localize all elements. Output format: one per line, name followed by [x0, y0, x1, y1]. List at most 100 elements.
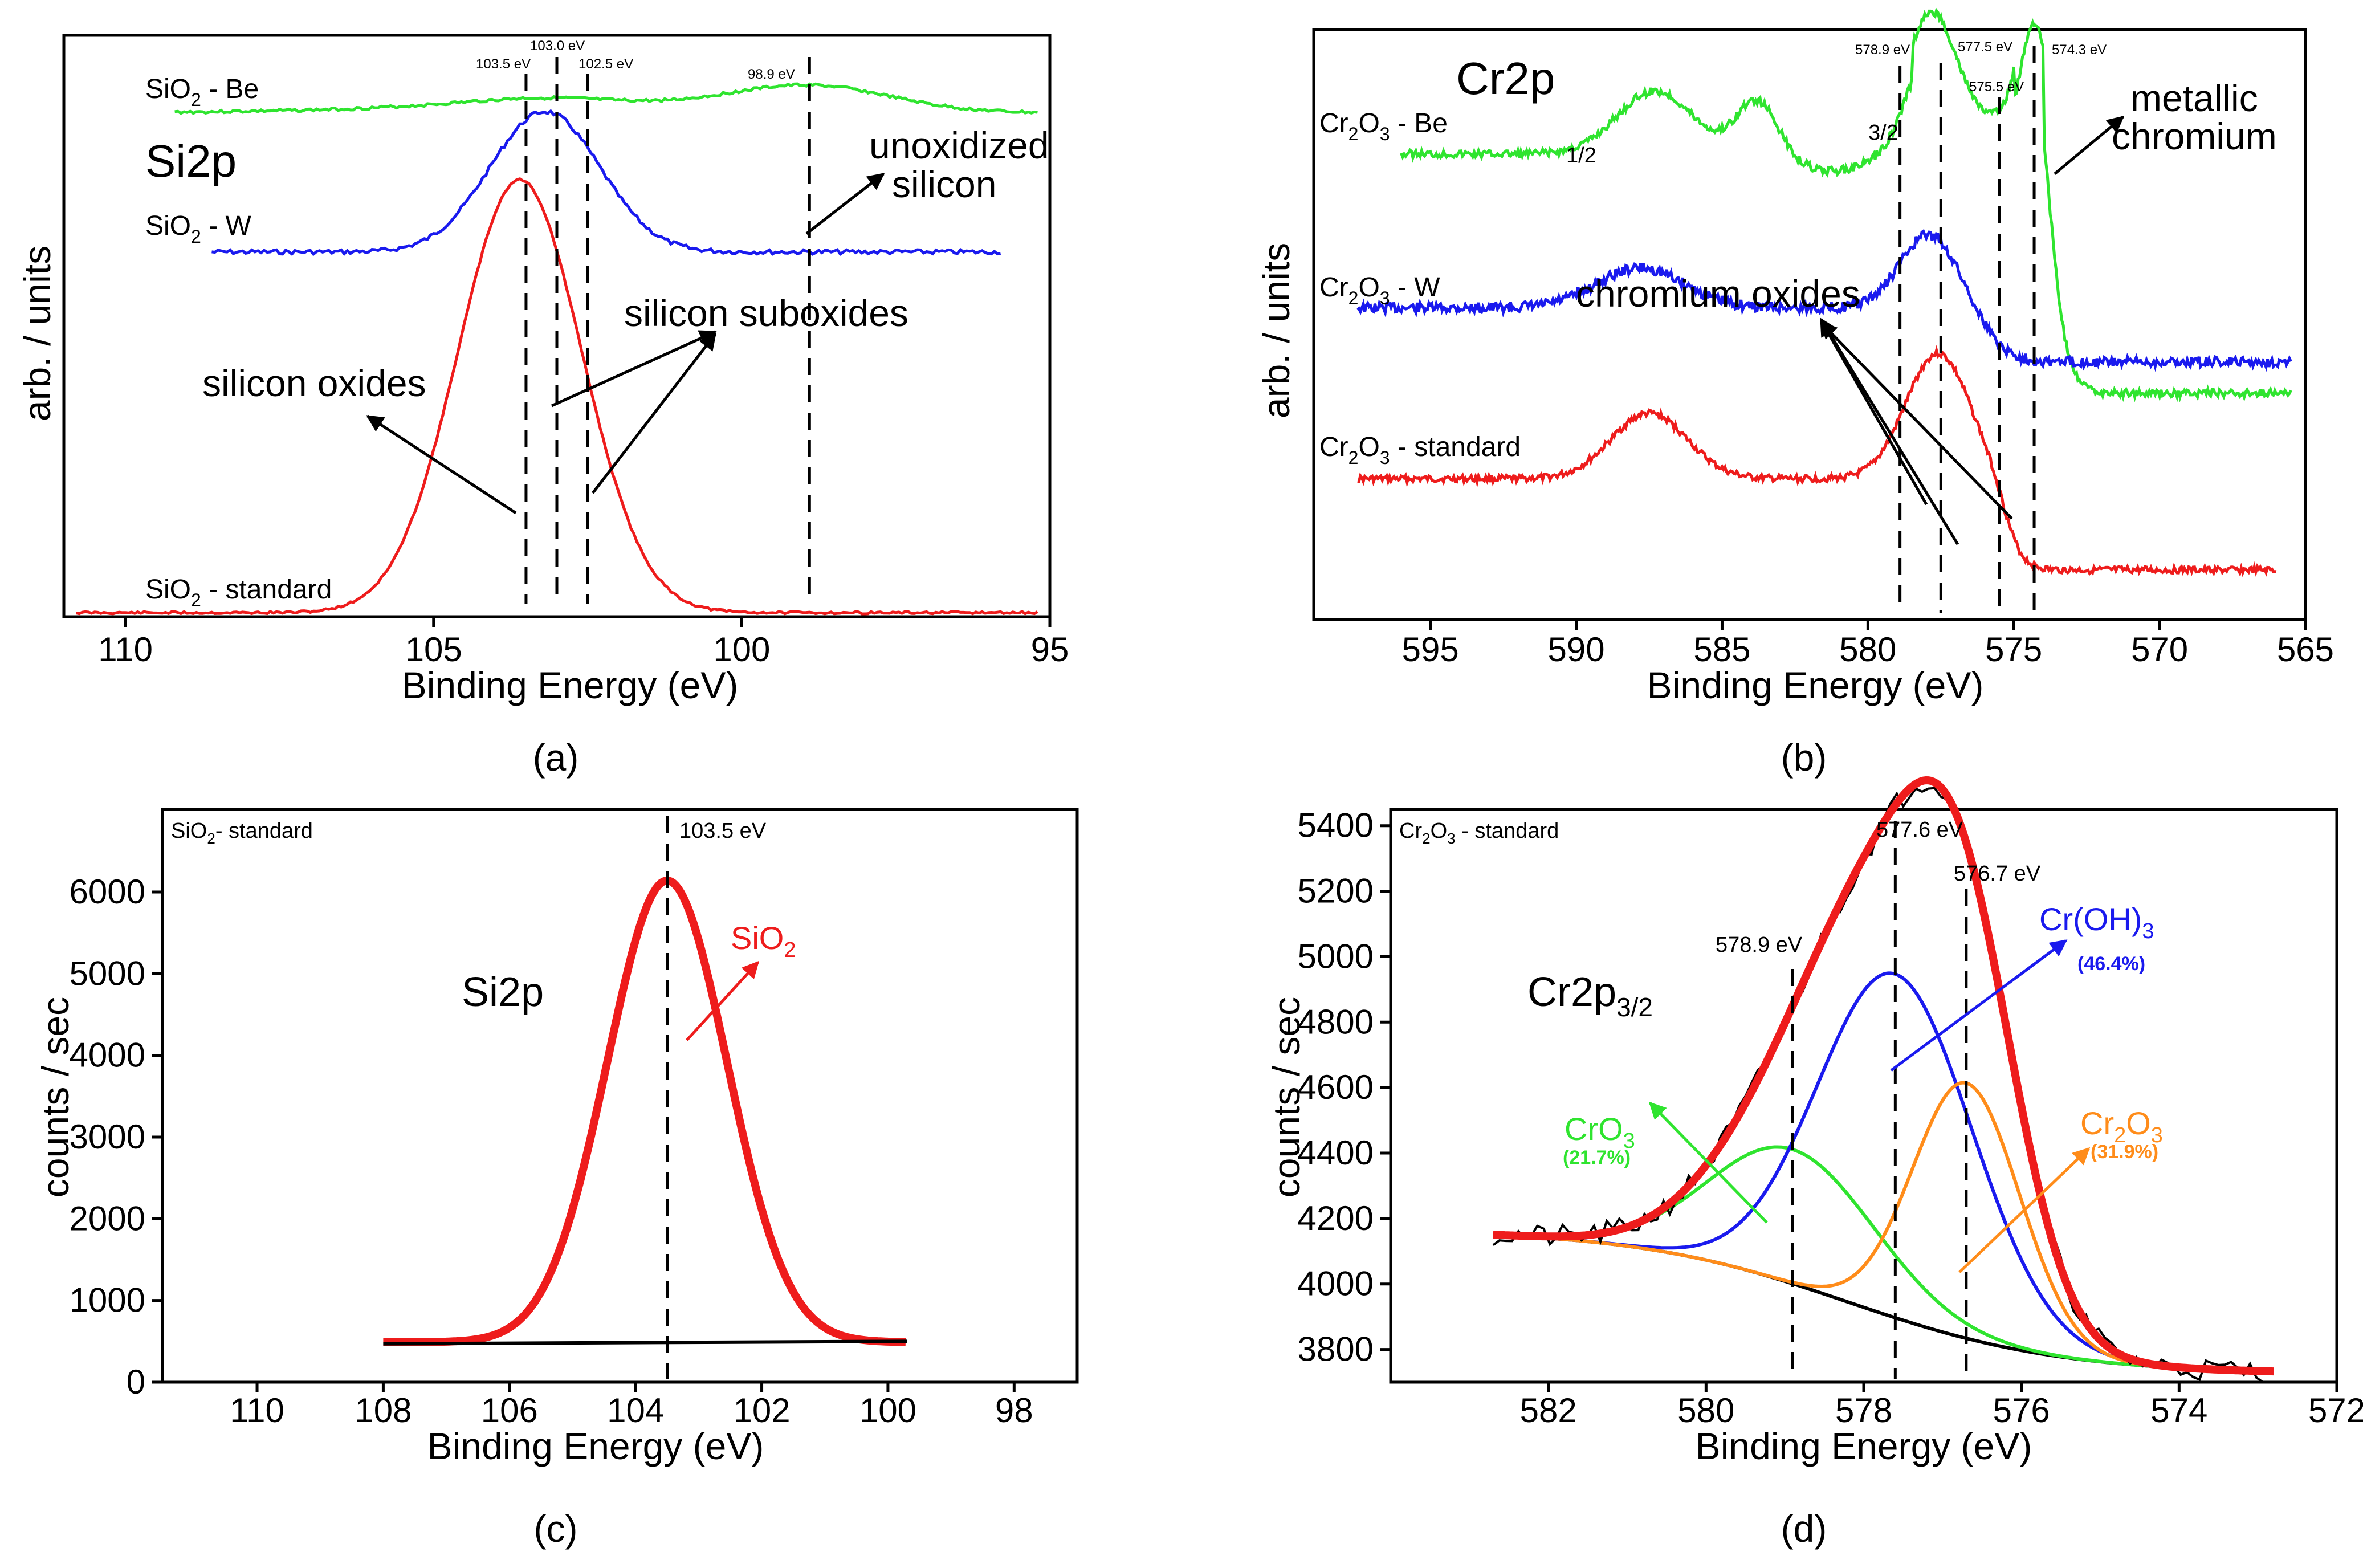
series-cr2o3-be	[1400, 7, 2292, 403]
series-sio2-be	[174, 82, 1038, 115]
panel-d-axes: 582 580 578 576 574 572 3800 4000 4200 4400 4600 48…	[1298, 807, 2363, 1429]
panel-c-peak-label: 103.5 eV	[679, 819, 767, 843]
x-tick-label: 106	[481, 1391, 538, 1429]
panel-c-curves	[383, 816, 907, 1379]
arrow-unoxidized	[805, 173, 885, 235]
arrow-suboxides-1	[551, 330, 717, 408]
series-label-sio2-be: SiO2 - Be	[145, 74, 259, 110]
annotation-silicon-suboxides: silicon suboxides	[624, 292, 908, 334]
x-tick-label: 595	[1402, 630, 1459, 669]
x-tick-label: 110	[98, 630, 153, 669]
series-label-sio2-w: SiO2 - W	[145, 211, 251, 247]
x-tick-label: 110	[230, 1391, 284, 1429]
panel-b-x-ticks: 595 590 585 580 575 570 565	[1402, 620, 2334, 669]
x-tick-label: 590	[1548, 630, 1605, 669]
y-tick-label: 4000	[1298, 1265, 1374, 1303]
component-label-cr2o3: Cr2O3	[2080, 1105, 2163, 1147]
annotation-unoxidized: unoxidized	[869, 124, 1049, 166]
y-tick-label: 5200	[1298, 872, 1374, 910]
annotation-silicon: silicon	[892, 163, 996, 205]
panel-d-x-label: Binding Energy (eV)	[1696, 1425, 2032, 1467]
y-tick-label: 1000	[70, 1281, 145, 1319]
peak-label-577-5: 577.5 eV	[1958, 39, 2012, 55]
panel-a-frame	[62, 34, 1052, 618]
x-tick-label: 565	[2277, 630, 2334, 669]
x-tick-label: 570	[2131, 630, 2188, 669]
peak-label-578-9-d: 578.9 eV	[1716, 933, 1803, 957]
series-label-cr2o3-be: Cr2O3 - Be	[1319, 108, 1448, 144]
annotation-silicon-oxides: silicon oxides	[202, 362, 426, 404]
panel-a-x-ticks: 110 105 100 95	[98, 617, 1069, 669]
peak-label-576-7-d: 576.7 eV	[1954, 862, 2041, 886]
peak-label-578-9: 578.9 eV	[1855, 42, 1910, 58]
x-tick-label: 102	[733, 1391, 790, 1429]
annotation-half: 1/2	[1566, 144, 1596, 168]
x-tick-label: 100	[713, 630, 770, 669]
component-label-cro3: CrO3	[1565, 1111, 1635, 1153]
series-label-sio2-standard: SiO2 - standard	[145, 575, 332, 610]
panel-b-frame	[1312, 28, 2307, 621]
arrow-silicon-oxides	[366, 414, 517, 515]
series-sio2-fit	[383, 877, 906, 1346]
component-pct-croh3: (46.4%)	[2077, 953, 2145, 975]
component-label-croh3: Cr(OH)3	[2039, 901, 2154, 943]
panel-a-x-label: Binding Energy (eV)	[402, 664, 739, 706]
arrow-oxides-1	[1819, 317, 1959, 545]
component-pct-cr2o3: (31.9%)	[2091, 1141, 2158, 1163]
component-label-sio2: SiO2	[731, 920, 796, 962]
panel-c-axes: 110 108 106 104 102 100 98 0 1000 2000 3000 4000 500…	[70, 873, 1033, 1429]
x-tick-label: 105	[405, 630, 462, 669]
arrow-croh3	[1890, 939, 2068, 1072]
arrow-suboxides-2	[592, 332, 716, 494]
panel-b-sublabel: (b)	[1781, 736, 1827, 779]
x-tick-label: 100	[859, 1391, 916, 1429]
y-tick-label: 5400	[1298, 807, 1374, 845]
panel-c-title: Si2p	[462, 970, 544, 1015]
panel-c-sublabel: (c)	[534, 1508, 578, 1550]
x-tick-label: 95	[1031, 630, 1069, 669]
y-tick-label: 5000	[1298, 937, 1374, 975]
x-tick-label: 585	[1693, 630, 1750, 669]
peak-label-103-0: 103.0 eV	[530, 38, 585, 54]
panel-c-sample-label: SiO2- standard	[171, 819, 313, 847]
annotation-chromium: chromium	[2112, 115, 2277, 157]
y-tick-label: 3000	[70, 1118, 145, 1156]
annotation-three-half: 3/2	[1868, 121, 1898, 145]
arrow-oxides-2	[1819, 319, 1928, 506]
panel-d-curves	[1492, 776, 2274, 1383]
panel-a-peak-lines	[524, 57, 811, 604]
arrow-oxides-3	[1819, 321, 2013, 520]
x-tick-label: 576	[1993, 1391, 2050, 1429]
panel-b-peak-lines	[1898, 46, 2036, 613]
x-tick-label: 108	[355, 1391, 412, 1429]
series-cr2o3-w	[1356, 229, 2292, 372]
series-cr2o3-standard	[1357, 344, 2277, 577]
panel-b-x-label: Binding Energy (eV)	[1647, 664, 1984, 706]
peak-label-103-5: 103.5 eV	[476, 56, 531, 72]
x-tick-label: 580	[1677, 1391, 1734, 1429]
panel-d-title: Cr2p3/2	[1527, 970, 1653, 1022]
x-tick-label: 580	[1839, 630, 1896, 669]
y-tick-label: 5000	[70, 954, 145, 992]
component-pct-cro3: (21.7%)	[1563, 1147, 1631, 1168]
panel-b-curves	[1356, 7, 2292, 577]
series-label-cr2o3-w: Cr2O3 - W	[1319, 272, 1440, 308]
series-croh3	[1493, 971, 2274, 1374]
peak-label-575-5: 575.5 eV	[1969, 79, 2024, 95]
panel-b: 595 590 585 580 575 570 565 Binding Energy (eV…	[1255, 7, 2334, 779]
x-tick-label: 575	[1985, 630, 2042, 669]
series-label-cr2o3-standard: Cr2O3 - standard	[1319, 432, 1521, 468]
x-tick-label: 572	[2308, 1391, 2363, 1429]
x-tick-label: 582	[1520, 1391, 1577, 1429]
y-tick-label: 0	[127, 1363, 145, 1401]
panel-a-sublabel: (a)	[533, 736, 579, 779]
panel-d: 582 580 578 576 574 572 3800 4000 4200 4400 4600 48…	[1265, 776, 2363, 1550]
panel-a-title: Si2p	[145, 136, 237, 186]
series-cro3	[1493, 1145, 2274, 1374]
series-raw-data	[1492, 787, 2269, 1383]
x-tick-label: 104	[607, 1391, 664, 1429]
panel-d-y-label: counts / sec	[1265, 997, 1307, 1198]
y-tick-label: 4000	[70, 1036, 145, 1074]
peak-label-577-6-d: 577.6 eV	[1876, 818, 1963, 842]
y-tick-label: 4800	[1298, 1003, 1374, 1041]
